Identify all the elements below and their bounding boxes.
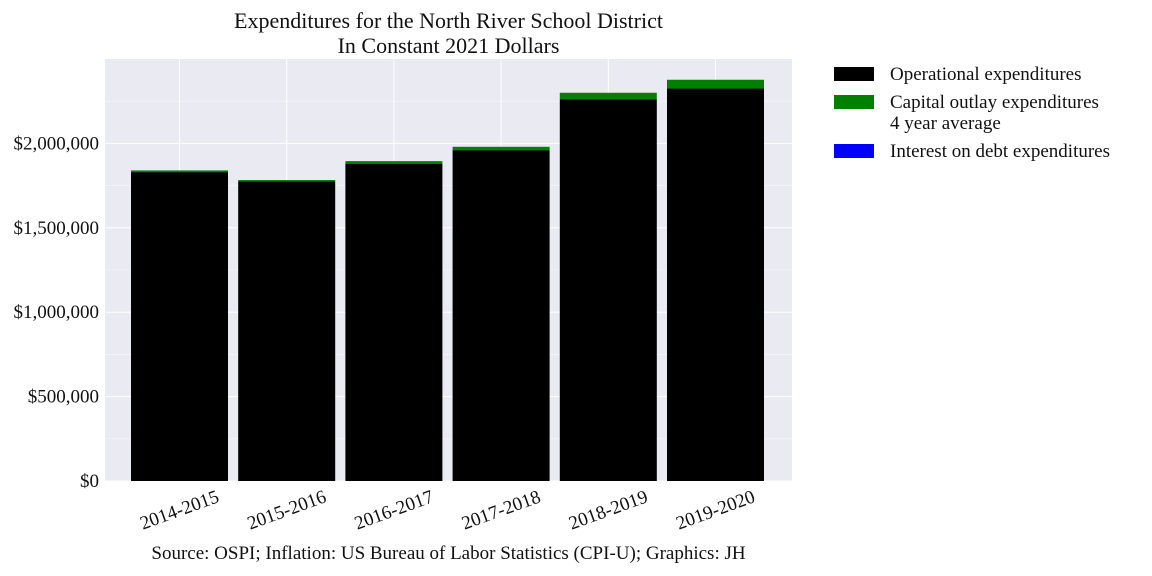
legend-label: Capital outlay expenditures 4 year avera… [890, 92, 1099, 134]
legend-item: Interest on debt expenditures [834, 141, 1110, 162]
bar-segment [667, 88, 764, 481]
legend-swatch [834, 95, 874, 109]
y-axis: $0 $500,000 $1,000,000 $1,500,000 $2,000,000 [14, 133, 100, 492]
bar-segment [345, 161, 443, 164]
source-note: Source: OSPI; Inflation: US Bureau of La… [151, 543, 746, 564]
y-tick-label: $500,000 [28, 387, 99, 408]
x-axis: 2014-2015 2015-2016 2016-2017 2017-2018 2018… [137, 487, 758, 535]
bar-segment [131, 172, 228, 481]
bar-segment [345, 163, 443, 481]
bar-segment [667, 79, 764, 89]
legend-swatch [834, 67, 874, 81]
x-tick-label: 2015-2016 [245, 487, 330, 535]
y-tick-label: $2,000,000 [14, 133, 100, 154]
y-tick-label: $1,000,000 [14, 302, 100, 323]
x-tick-label: 2019-2020 [673, 487, 758, 535]
x-tick-label: 2018-2019 [566, 487, 651, 535]
bar-segment [452, 146, 550, 151]
bar-segment [559, 92, 657, 100]
y-tick-label: $1,500,000 [14, 218, 100, 239]
bar-segment [559, 99, 657, 482]
bar-segment [452, 150, 550, 482]
legend-item: Capital outlay expenditures 4 year avera… [834, 92, 1110, 134]
bars [131, 79, 764, 482]
y-tick-label: $0 [80, 471, 99, 492]
x-tick-label: 2017-2018 [459, 487, 544, 535]
bar-segment [238, 181, 336, 481]
legend-label: Interest on debt expenditures [890, 141, 1111, 162]
x-tick-label: 2016-2017 [352, 487, 437, 535]
legend-label: Operational expenditures [890, 64, 1082, 85]
bar-segment [131, 170, 228, 173]
chart-subtitle: In Constant 2021 Dollars [337, 33, 560, 58]
chart-title: Expenditures for the North River School … [234, 8, 663, 33]
x-tick-label: 2014-2015 [137, 487, 222, 535]
bar-segment [238, 180, 336, 182]
legend-swatch [834, 144, 874, 158]
legend: Operational expenditures Capital outlay e… [834, 64, 1110, 169]
legend-item: Operational expenditures [834, 64, 1110, 85]
